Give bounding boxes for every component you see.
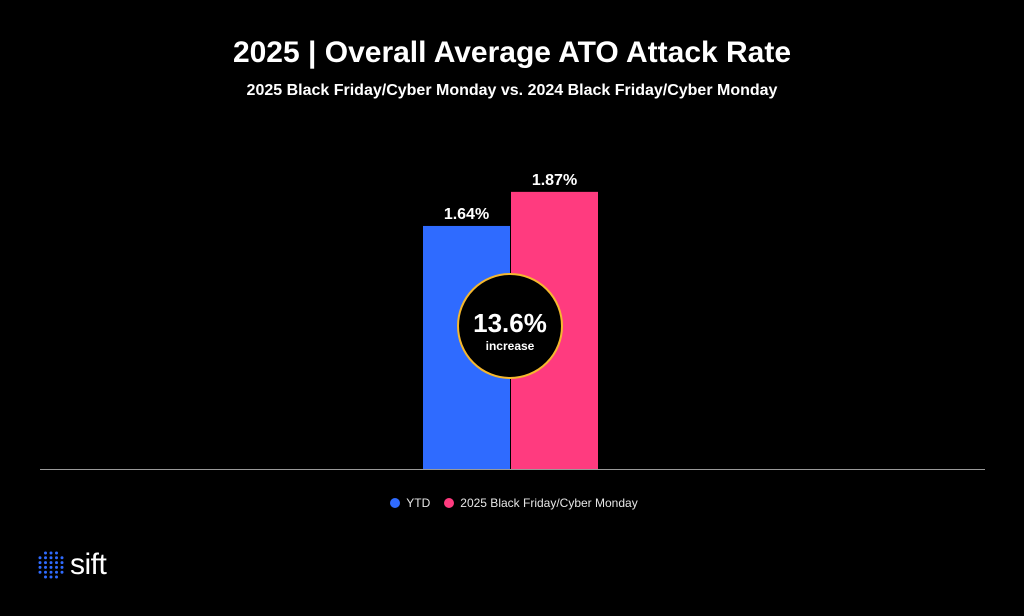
logo-dot <box>49 570 53 574</box>
logo-dot <box>44 570 47 574</box>
logo-dot <box>60 561 64 565</box>
logo-dot <box>38 565 42 569</box>
logo-dot <box>44 561 47 565</box>
legend-item-bfcm: 2025 Black Friday/Cyber Monday <box>444 496 638 510</box>
logo-dot <box>38 570 42 574</box>
logo-dot <box>49 561 53 565</box>
logo-dot <box>44 565 47 569</box>
legend-label-bfcm: 2025 Black Friday/Cyber Monday <box>460 496 638 510</box>
logo-dot <box>49 575 53 579</box>
logo-dot <box>60 556 64 560</box>
sift-dots-icon <box>38 551 64 579</box>
logo-dot <box>44 556 47 560</box>
logo-dot <box>60 570 64 574</box>
logo-dot <box>38 561 42 565</box>
annotation-circle <box>457 273 563 379</box>
logo-dot <box>55 551 58 555</box>
logo-dot <box>49 565 53 569</box>
legend-item-ytd: YTD <box>390 496 430 510</box>
chart-subtitle: 2025 Black Friday/Cyber Monday vs. 2024 … <box>246 82 778 99</box>
legend: YTD 2025 Black Friday/Cyber Monday <box>0 496 1024 510</box>
logo-dot <box>44 551 47 555</box>
logo-text: sift <box>70 548 107 581</box>
legend-swatch-bfcm <box>444 498 455 508</box>
logo-dot <box>49 551 53 555</box>
annotation-value: 13.6% <box>473 308 547 338</box>
logo-dot <box>55 556 58 560</box>
increase-annotation: 13.6% increase <box>457 273 563 379</box>
annotation-text: increase <box>486 339 535 353</box>
logo-dot <box>55 565 58 569</box>
logo-dot <box>49 556 53 560</box>
logo-dot <box>55 561 58 565</box>
sift-logo: sift <box>36 548 107 582</box>
logo-dot <box>55 575 58 579</box>
chart-title: 2025 | Overall Average ATO Attack Rate <box>232 36 792 69</box>
logo-dot <box>44 575 47 579</box>
legend-swatch-ytd <box>390 498 401 508</box>
logo-dot <box>38 556 42 560</box>
bar-label-0: 1.64% <box>444 206 489 223</box>
bar-label-1: 1.87% <box>532 172 577 189</box>
logo-dot <box>60 565 64 569</box>
legend-label-ytd: YTD <box>406 496 431 510</box>
logo-dot <box>55 570 58 574</box>
